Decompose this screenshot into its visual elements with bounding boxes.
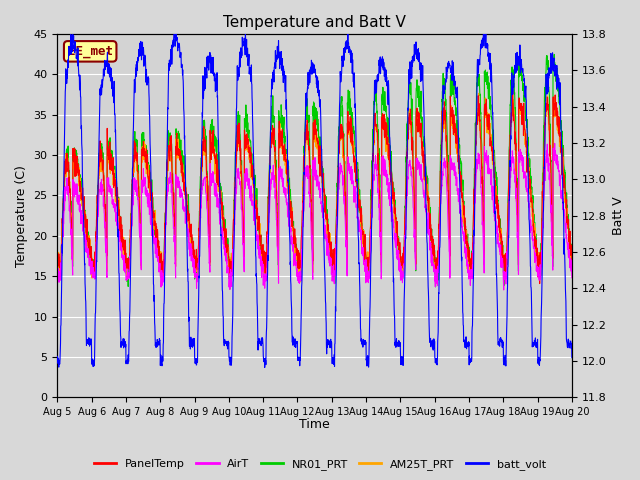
Y-axis label: Batt V: Batt V	[612, 196, 625, 235]
Legend: PanelTemp, AirT, NR01_PRT, AM25T_PRT, batt_volt: PanelTemp, AirT, NR01_PRT, AM25T_PRT, ba…	[90, 455, 550, 474]
X-axis label: Time: Time	[300, 419, 330, 432]
Title: Temperature and Batt V: Temperature and Batt V	[223, 15, 406, 30]
Y-axis label: Temperature (C): Temperature (C)	[15, 165, 28, 266]
Text: EE_met: EE_met	[68, 45, 113, 58]
